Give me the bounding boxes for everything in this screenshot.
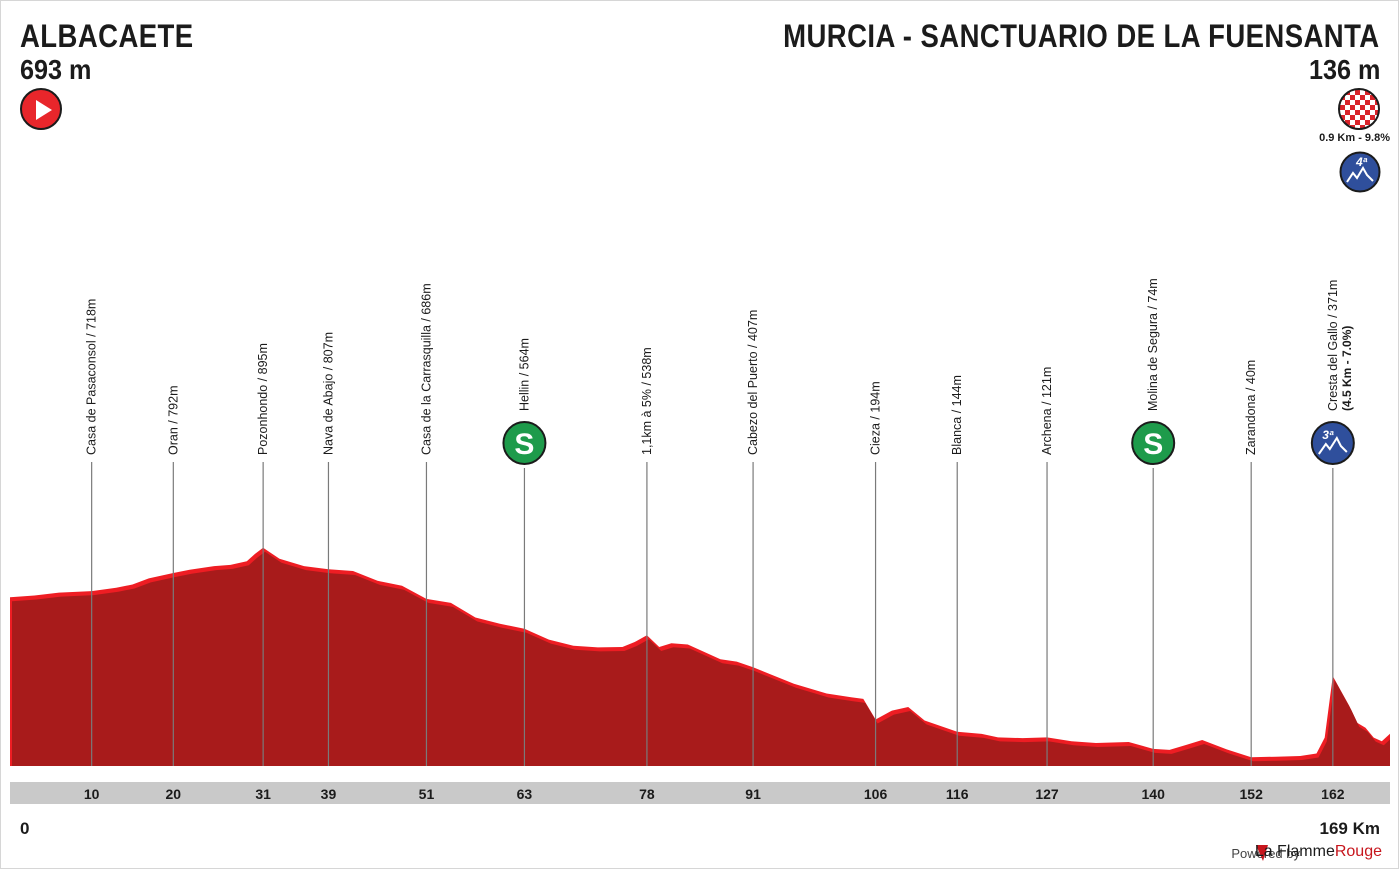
- point-label: Oran / 792m: [166, 386, 180, 455]
- km-axis-bar: [10, 782, 1390, 804]
- brand-name-part2: Rouge: [1334, 843, 1382, 860]
- powered-by-text: Powered by: [1231, 846, 1300, 861]
- point-label: Casa de Pasaconsol / 718m: [85, 299, 99, 455]
- finish-kom-icon: 4ª: [1339, 151, 1381, 193]
- point-label: Nava de Abajo / 807m: [321, 332, 335, 455]
- point-label: Casa de la Carrasquilla / 686m: [419, 283, 433, 455]
- km-tick-label: 116: [946, 786, 969, 802]
- km-tick-label: 20: [166, 786, 182, 802]
- km-tick-label: 106: [864, 786, 888, 802]
- point-label: Molina de Segura / 74m: [1146, 278, 1160, 411]
- profile-area: [12, 551, 1390, 766]
- start-altitude: 693 m: [20, 54, 92, 85]
- km-tick-label: 39: [321, 786, 337, 802]
- finish-climb-info: 0.9 Km - 9.8%: [1319, 132, 1390, 144]
- finish-town: MURCIA - SANCTUARIO DE LA FUENSANTA: [783, 18, 1380, 54]
- km-tick-label: 127: [1035, 786, 1059, 802]
- profile-body: [12, 551, 1390, 766]
- km-tick-label: 78: [639, 786, 655, 802]
- point-label: Pozonhondo / 895m: [256, 343, 270, 455]
- point-label: Cabezo del Puerto / 407m: [746, 310, 760, 455]
- km-tick-label: 63: [517, 786, 533, 802]
- km-tick-label: 140: [1142, 786, 1166, 802]
- finish-category-label: 4ª: [1355, 155, 1368, 169]
- kom-badge-label: 3ª: [1322, 428, 1334, 442]
- axis-start-label: 0: [20, 819, 29, 838]
- kom-mountain-shape: [1318, 435, 1348, 455]
- sprint-badge-label: S: [1143, 428, 1163, 461]
- km-tick-label: 162: [1321, 786, 1345, 802]
- sprint-badge-label: S: [514, 428, 534, 461]
- sprint-icon: [502, 421, 547, 465]
- km-tick-label: 91: [745, 786, 761, 802]
- axis-end-label: 169 Km: [1320, 819, 1380, 838]
- brand-name-part1: La Flamme: [1254, 843, 1335, 860]
- km-tick-label: 31: [255, 786, 271, 802]
- start-town: ALBACAETE: [20, 18, 194, 54]
- km-tick-label: 10: [84, 786, 100, 802]
- point-label: Zarandona / 40m: [1244, 360, 1258, 455]
- point-label: Archena / 121m: [1040, 367, 1054, 455]
- flame-logo-icon: [1256, 845, 1268, 861]
- finish-altitude: 136 m: [1308, 54, 1380, 85]
- point-label: Cieza / 194m: [869, 381, 883, 455]
- point-sublabel: (4.5 Km - 7.0%): [1340, 326, 1354, 411]
- markers-layer: Casa de Pasaconsol / 718m Oran / 792m Pozo…: [84, 278, 1355, 802]
- point-label: Cresta del Gallo / 371m: [1326, 280, 1340, 411]
- point-label: 1,1km à 5% / 538m: [640, 347, 654, 455]
- point-label: Hellin / 564m: [517, 338, 531, 411]
- finish-flag-icon: [1338, 88, 1380, 130]
- start-play-icon: [20, 88, 62, 130]
- brand-name: La FlammeRouge: [1255, 843, 1382, 861]
- sprint-icon: [1131, 421, 1176, 465]
- km-tick-label: 51: [419, 786, 435, 802]
- point-label: Blanca / 144m: [950, 375, 964, 455]
- profile-layer: [10, 547, 1390, 766]
- km-tick-label: 152: [1240, 786, 1264, 802]
